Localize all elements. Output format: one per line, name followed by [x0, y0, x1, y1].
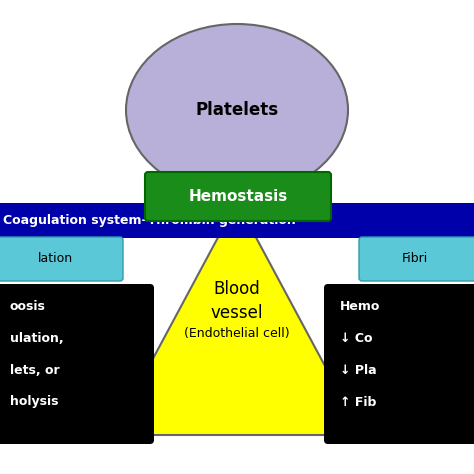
FancyBboxPatch shape	[0, 237, 123, 281]
Text: lation: lation	[37, 253, 73, 265]
FancyBboxPatch shape	[324, 284, 474, 444]
Text: ↓ Pla: ↓ Pla	[340, 364, 377, 376]
Ellipse shape	[126, 24, 348, 196]
Text: Hemo: Hemo	[340, 300, 380, 312]
Text: (Endothelial cell): (Endothelial cell)	[184, 327, 290, 340]
Text: ↑ Fib: ↑ Fib	[340, 395, 376, 409]
FancyBboxPatch shape	[359, 237, 474, 281]
Text: ↓ Co: ↓ Co	[340, 331, 373, 345]
Bar	[0, 203, 474, 238]
FancyBboxPatch shape	[0, 284, 154, 444]
Text: Coagulation system–Thrombin generation: Coagulation system–Thrombin generation	[3, 214, 296, 227]
Text: lets, or: lets, or	[10, 364, 60, 376]
FancyBboxPatch shape	[145, 172, 331, 221]
Text: Blood: Blood	[214, 280, 260, 298]
Text: vessel: vessel	[211, 304, 263, 322]
Text: holysis: holysis	[10, 395, 58, 409]
Text: ulation,: ulation,	[10, 331, 64, 345]
Polygon shape	[112, 202, 362, 435]
Text: Hemostasis: Hemostasis	[188, 189, 288, 204]
Text: Platelets: Platelets	[195, 101, 279, 119]
Text: oosis: oosis	[10, 300, 46, 312]
Text: Fibri: Fibri	[402, 253, 428, 265]
